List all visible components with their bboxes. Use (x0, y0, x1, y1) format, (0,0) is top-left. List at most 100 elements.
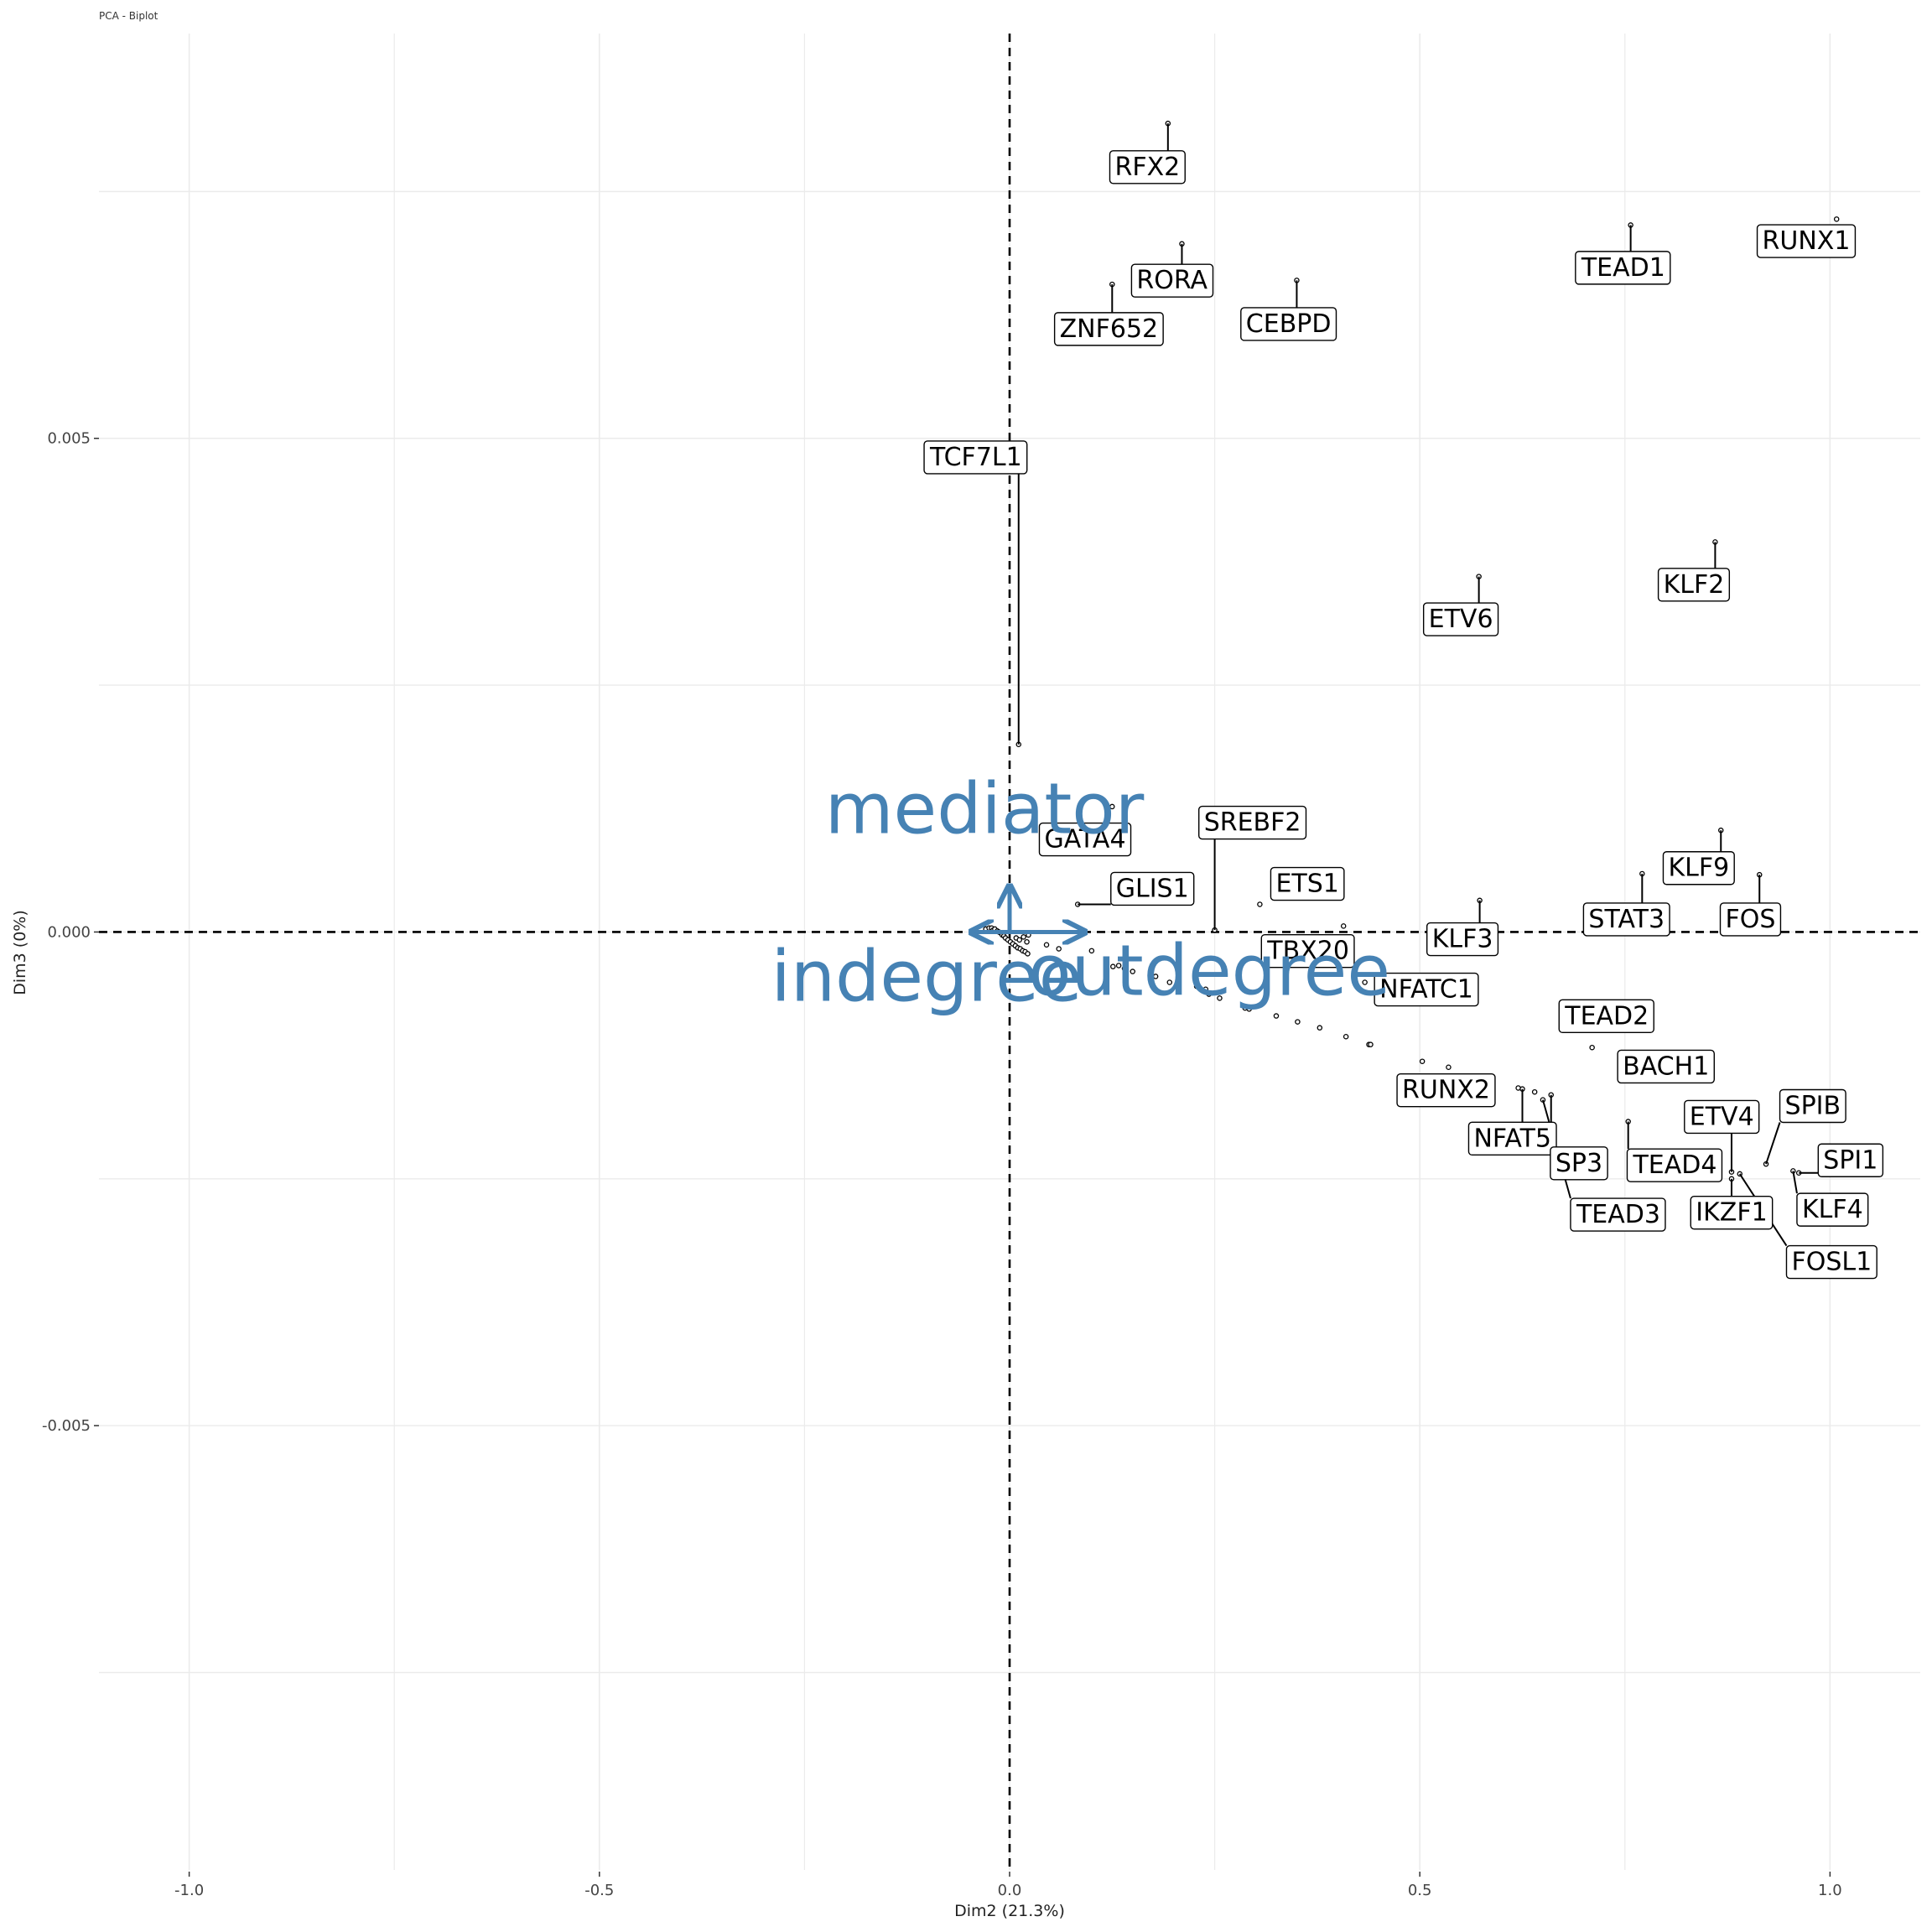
point-label-box (1684, 1099, 1760, 1135)
point-label-nfatc1: NFATC1 (1374, 972, 1479, 1007)
point-label-ets1: ETS1 (1270, 866, 1345, 901)
point-label-ikzf1: IKZF1 (1690, 1195, 1774, 1230)
point-label-box (1422, 602, 1499, 636)
variable-arrow-mediator: mediator (825, 767, 1145, 932)
data-point-tead2 (1589, 1044, 1595, 1051)
point-label-text: TEAD1 (1581, 253, 1665, 283)
point-label-tead4: TEAD4 (1626, 1148, 1723, 1182)
point-label-text: NFATC1 (1379, 975, 1473, 1005)
point-label-text: RUNX1 (1763, 226, 1851, 256)
point-label-box (1582, 902, 1670, 937)
plot-title: PCA - Biplot (99, 10, 158, 22)
point-label-box (1662, 851, 1735, 886)
y-axis-title: Dim3 (0%) (11, 910, 29, 995)
point-label-box (1260, 933, 1355, 969)
point-label-text: SPIB (1785, 1092, 1841, 1121)
data-point (1273, 1013, 1280, 1019)
point-label-text: NFAT5 (1473, 1124, 1551, 1153)
point-label-box (1690, 1195, 1774, 1230)
point-label-box (1053, 312, 1164, 346)
point-label-text: ETV6 (1429, 605, 1493, 634)
point-label-box (1626, 1148, 1723, 1182)
point-label-text: TBX20 (1266, 937, 1349, 966)
point-label-text: TCF7L1 (929, 443, 1022, 472)
point-label-text: KLF2 (1664, 570, 1725, 600)
x-tick-label: 1.0 (1818, 1882, 1842, 1899)
data-point (1531, 1088, 1538, 1095)
point-label-box (1779, 1088, 1846, 1124)
point-label-box (1109, 150, 1186, 184)
point-label-text: KLF9 (1668, 854, 1729, 883)
data-point-runx2 (1446, 1064, 1452, 1071)
point-label-text: STAT3 (1588, 905, 1665, 934)
point-label-text: GATA4 (1044, 825, 1125, 854)
point-label-box (1240, 307, 1337, 341)
point-label-text: BACH1 (1623, 1052, 1709, 1081)
data-point (1043, 942, 1050, 948)
point-label-text: FOSL1 (1791, 1248, 1872, 1277)
point-label-box (1467, 1121, 1557, 1156)
point-label-klf4: KLF4 (1796, 1192, 1869, 1227)
point-label-tead1: TEAD1 (1575, 251, 1671, 285)
variable-arrow-indegree: indegree (771, 932, 1082, 1017)
point-label-text: KLF3 (1432, 925, 1493, 954)
data-point-gata4 (1109, 803, 1115, 810)
data-point (1206, 991, 1212, 997)
point-label-box (1570, 1197, 1666, 1232)
variable-arrow-label: outdegree (1028, 929, 1390, 1011)
point-label-fos: FOS (1719, 902, 1782, 937)
point-label-etv4: ETV4 (1684, 1099, 1760, 1135)
point-label-box (1110, 871, 1195, 906)
point-label-text: SPI1 (1823, 1145, 1877, 1175)
data-point (1246, 1006, 1252, 1012)
point-label-gata4: GATA4 (1038, 822, 1132, 857)
data-point (1193, 983, 1200, 989)
point-label-box (1130, 263, 1214, 298)
point-label-text: KLF4 (1802, 1195, 1863, 1224)
point-label-klf9: KLF9 (1662, 851, 1735, 886)
point-label-box (1617, 1049, 1715, 1084)
data-point (1236, 966, 1243, 973)
point-label-stat3: STAT3 (1582, 902, 1670, 937)
x-tick-label: 0.5 (1408, 1882, 1432, 1899)
point-label-box (1785, 1244, 1877, 1280)
data-point (1121, 965, 1128, 972)
data-point (1295, 1019, 1301, 1025)
point-label-box (1817, 1143, 1884, 1177)
point-label-sp3: SP3 (1550, 1146, 1608, 1181)
data-point (1104, 963, 1109, 969)
point-label-znf652: ZNF652 (1053, 312, 1164, 346)
data-point (1202, 986, 1209, 992)
point-label-text: TEAD4 (1632, 1150, 1716, 1180)
point-labels: RFX2 RUNX1 TEAD1 RORA CEBPD ZNF652 TCF7L1 KLF2 E… (923, 150, 1884, 1280)
point-label-rfx2: RFX2 (1109, 150, 1186, 184)
point-label-text: GLIS1 (1116, 874, 1189, 903)
axis-ticks: -1.0 -0.5 0.0 0.5 1.0 -0.005 0.000 0.005 (42, 430, 1842, 1899)
variable-arrow-label: mediator (825, 767, 1145, 849)
point-label-text: CEBPD (1246, 309, 1332, 339)
label-connector (1765, 1122, 1781, 1165)
point-label-tead3: TEAD3 (1570, 1197, 1666, 1232)
point-label-rora: RORA (1130, 263, 1214, 298)
point-label-srebf2: SREBF2 (1198, 805, 1307, 840)
point-label-box (1270, 866, 1345, 901)
point-label-tbx20: TBX20 (1260, 933, 1355, 969)
point-label-text: RUNX2 (1402, 1076, 1490, 1105)
point-label-box (1657, 568, 1731, 602)
point-label-text: ETS1 (1275, 870, 1338, 899)
data-point (1152, 974, 1159, 979)
point-label-spib: SPIB (1779, 1088, 1846, 1124)
variable-arrow-outdegree: outdegree (1010, 929, 1390, 1011)
y-tick-label: -0.005 (42, 1417, 91, 1435)
point-label-box (923, 440, 1028, 475)
data-point (1130, 969, 1136, 974)
point-label-runx1: RUNX1 (1756, 224, 1857, 258)
point-label-bach1: BACH1 (1617, 1049, 1715, 1084)
data-point (1115, 963, 1122, 969)
point-label-spi1: SPI1 (1817, 1143, 1884, 1177)
y-tick-label: 0.000 (47, 923, 91, 941)
point-label-text: IKZF1 (1696, 1198, 1767, 1228)
point-label-glis1: GLIS1 (1110, 871, 1195, 906)
data-point (1419, 1058, 1426, 1064)
